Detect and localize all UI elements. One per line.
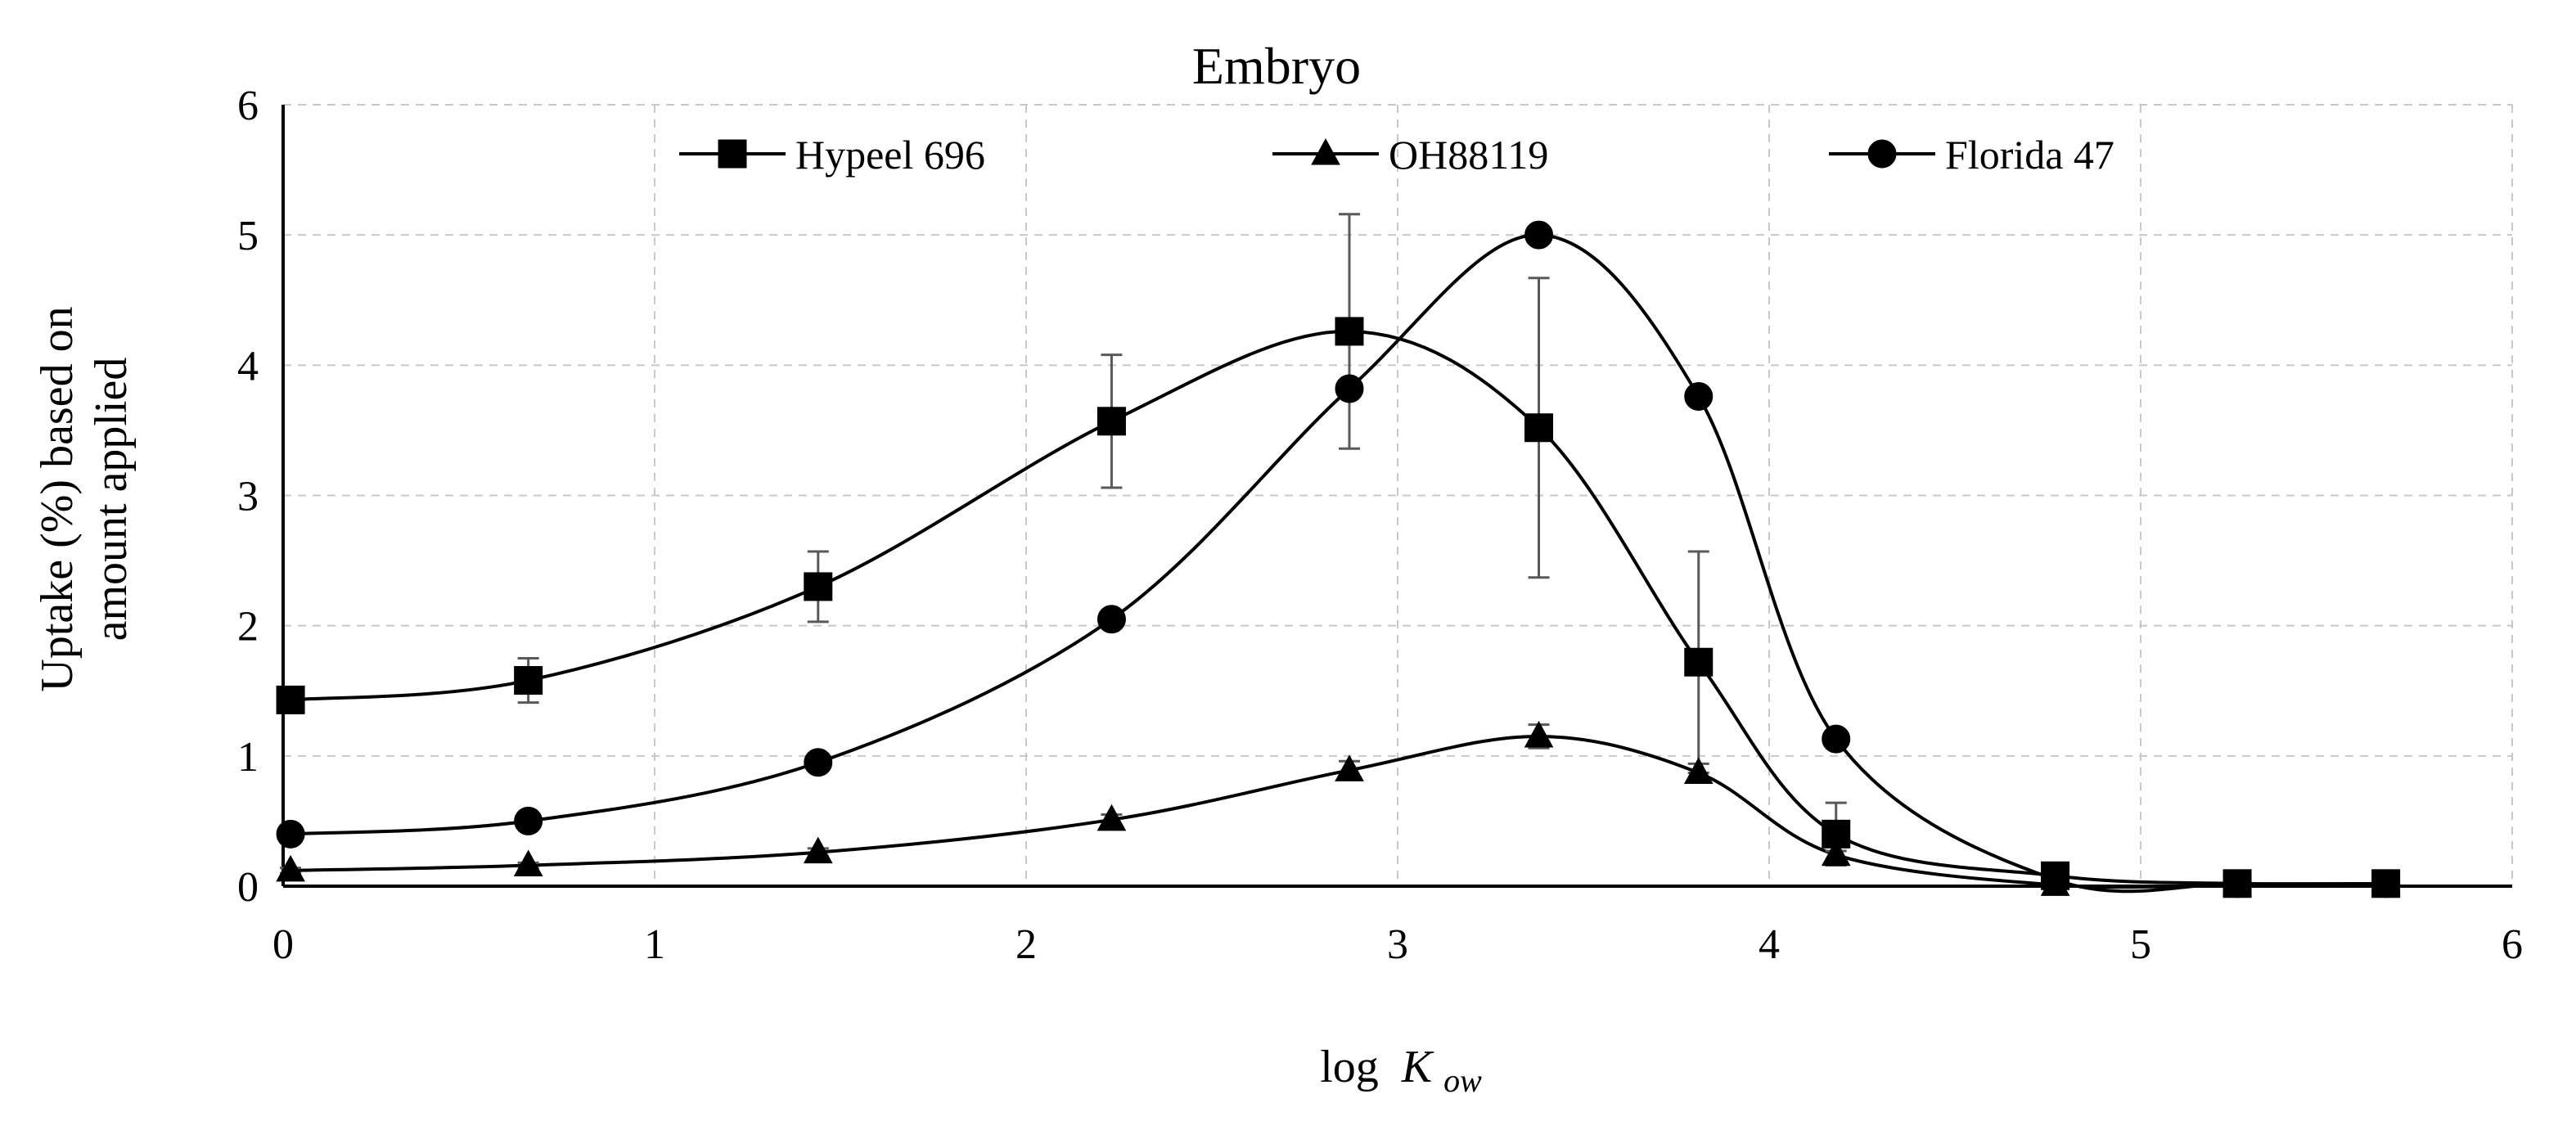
- data-point-oh88119: [1524, 720, 1554, 748]
- data-point-florida-47: [2371, 869, 2401, 898]
- data-point-hypeel-696: [1335, 317, 1364, 346]
- data-point-oh88119: [1821, 839, 1851, 867]
- x-tick-label: 1: [644, 921, 665, 968]
- series-florida-47: [276, 220, 2401, 898]
- data-point-oh88119: [1335, 754, 1364, 781]
- data-point-florida-47: [1335, 374, 1364, 403]
- legend-label: Florida 47: [1945, 132, 2114, 178]
- legend: Hypeel 696 OH88119 Florida 47: [679, 132, 2114, 178]
- y-tick-label: 1: [237, 734, 259, 781]
- y-tick-label: 3: [237, 474, 259, 520]
- y-axis-title: Uptake (%) based on amount applied: [32, 306, 137, 691]
- y-tick-label: 6: [237, 83, 259, 129]
- data-point-florida-47: [276, 819, 305, 849]
- x-tick-label: 3: [1387, 921, 1408, 968]
- data-point-hypeel-696: [1684, 647, 1714, 677]
- legend-marker-triangle: [1311, 137, 1340, 165]
- y-tick-label: 5: [237, 213, 259, 259]
- data-point-oh88119: [1097, 804, 1127, 831]
- y-axis-title-line2: amount applied: [86, 358, 137, 642]
- x-tick-label: 4: [1759, 921, 1780, 968]
- data-point-florida-47: [1097, 605, 1126, 634]
- axes: 0 1 2 3 4 5 6 0 1 2 3 4 5 6: [237, 83, 2523, 968]
- data-point-florida-47: [1524, 220, 1554, 250]
- grid: [283, 104, 2513, 886]
- legend-item-florida-47: Florida 47: [1829, 132, 2114, 178]
- legend-item-oh88119: OH88119: [1272, 132, 1548, 178]
- legend-marker-square: [718, 139, 747, 169]
- data-point-florida-47: [1684, 382, 1714, 412]
- x-axis-title: log K ow: [1320, 1042, 1482, 1099]
- series-hypeel-696: [276, 213, 2401, 898]
- legend-item-hypeel-696: Hypeel 696: [679, 132, 985, 178]
- data-point-hypeel-696: [514, 666, 543, 696]
- x-axis-title-subscript: ow: [1443, 1062, 1482, 1099]
- data-point-hypeel-696: [1097, 407, 1126, 436]
- legend-label: Hypeel 696: [795, 132, 985, 178]
- data-point-hypeel-696: [276, 685, 305, 714]
- data-point-oh88119: [1683, 757, 1714, 785]
- y-tick-label: 4: [237, 343, 259, 389]
- data-point-florida-47: [514, 806, 543, 835]
- data-point-florida-47: [2222, 869, 2252, 898]
- y-axis-title-line1: Uptake (%) based on: [32, 306, 83, 691]
- legend-marker-circle: [1867, 139, 1897, 169]
- data-point-florida-47: [2041, 865, 2070, 894]
- data-point-oh88119: [276, 854, 305, 882]
- series-line-hypeel-696: [290, 329, 2386, 886]
- data-point-oh88119: [513, 849, 543, 877]
- data-point-florida-47: [1822, 724, 1851, 754]
- series: [276, 213, 2401, 898]
- y-tick-label: 0: [237, 864, 259, 911]
- chart-title: Embryo: [1192, 37, 1361, 95]
- data-point-oh88119: [803, 836, 833, 864]
- legend-label: OH88119: [1389, 132, 1548, 178]
- series-oh88119: [276, 720, 2401, 896]
- data-point-florida-47: [804, 748, 833, 777]
- data-point-hypeel-696: [804, 572, 833, 601]
- x-tick-label: 2: [1016, 921, 1037, 968]
- x-tick-label: 5: [2130, 921, 2151, 968]
- x-axis-title-prefix: log: [1320, 1042, 1379, 1092]
- x-axis-title-symbol: K: [1401, 1042, 1434, 1092]
- y-tick-label: 2: [237, 604, 259, 651]
- x-tick-label: 0: [272, 921, 294, 968]
- data-point-hypeel-696: [1524, 413, 1554, 443]
- x-tick-label: 6: [2502, 921, 2523, 968]
